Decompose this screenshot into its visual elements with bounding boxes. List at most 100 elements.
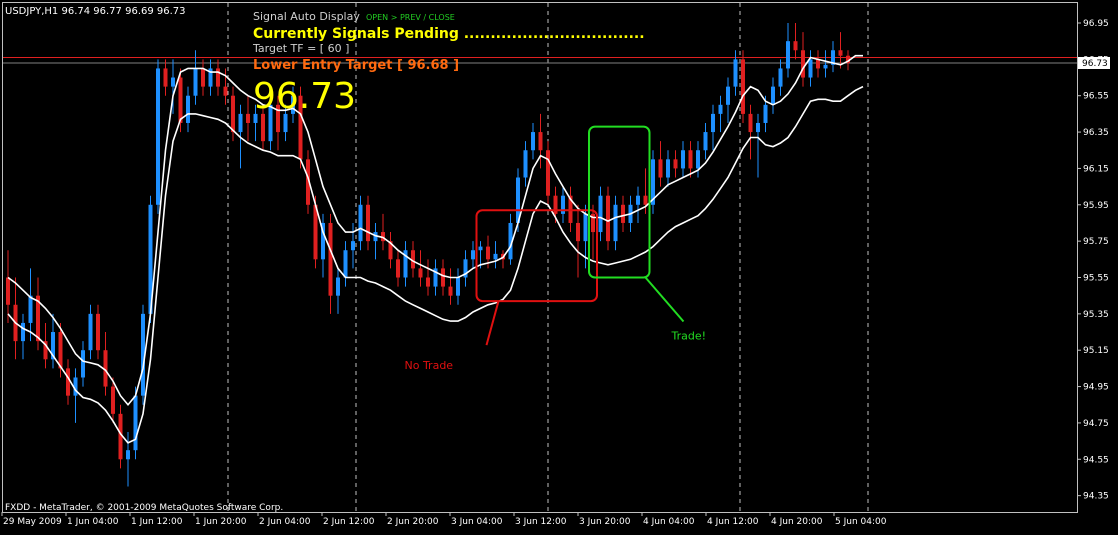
upper-band (7, 54, 863, 406)
candle-body (36, 295, 40, 342)
candle-body (366, 204, 370, 242)
candle (538, 113, 543, 169)
candle-body (208, 68, 213, 87)
candle-body (486, 246, 490, 260)
candle-body (261, 113, 265, 142)
candle (598, 186, 603, 242)
current-price-label: 96.73 (1082, 59, 1108, 69)
candle-body (583, 213, 588, 242)
candle (186, 86, 190, 133)
no-trade-pointer (485, 300, 500, 346)
no-trade-box (475, 209, 598, 303)
candle-body (171, 77, 175, 87)
candle (268, 95, 273, 151)
candle (718, 95, 723, 133)
x-tick-label: 2 Jun 04:00 (259, 517, 311, 527)
candle (688, 141, 693, 178)
candle (403, 241, 408, 287)
candle-body (28, 295, 33, 323)
candle-body (793, 41, 798, 51)
candle-body (426, 277, 430, 287)
y-tick-label: 96.15 (1083, 164, 1109, 174)
candle-body (156, 68, 160, 205)
candle-body (148, 204, 153, 314)
candle (471, 241, 475, 269)
candle (96, 304, 100, 360)
candle-body (403, 250, 408, 278)
candle (381, 213, 385, 251)
candle (523, 141, 528, 187)
candle-body (771, 86, 775, 105)
candle (58, 322, 63, 378)
candle (561, 186, 565, 223)
candle-body (178, 77, 183, 123)
candle (6, 250, 10, 323)
symbol-header: USDJPY,H1 96.74 96.77 96.69 96.73 (5, 6, 186, 17)
candle-body (598, 195, 603, 233)
x-tick-label: 3 Jun 04:00 (451, 517, 503, 527)
lower-entry-text: Lower Entry Target [ 96.68 ] (253, 58, 459, 73)
candle (606, 186, 610, 251)
candle-body (786, 41, 790, 69)
candle-body (126, 450, 130, 460)
candle-body (73, 377, 78, 396)
candle-body (193, 68, 198, 96)
candle (328, 213, 333, 314)
candle-body (111, 386, 115, 414)
candle-body (696, 150, 700, 169)
candle (73, 368, 78, 423)
candle-body (231, 95, 235, 133)
no-trade-label: No Trade (405, 359, 454, 372)
candle (546, 141, 550, 205)
candle-body (291, 95, 295, 114)
candle (223, 68, 228, 105)
x-tick-label: 3 Jun 12:00 (515, 517, 567, 527)
candle-body (613, 204, 618, 242)
candle-body (238, 113, 243, 133)
candle (321, 213, 325, 278)
candle-body (88, 313, 93, 351)
candle-body (306, 159, 310, 205)
y-tick-label: 96.55 (1083, 92, 1109, 102)
candle-body (216, 68, 220, 87)
candle (396, 250, 400, 287)
y-tick-label: 94.55 (1083, 455, 1109, 465)
candle (531, 122, 535, 160)
candle-body (471, 250, 475, 260)
candle-body (666, 159, 670, 178)
candle-body (43, 341, 48, 360)
candle-body (658, 159, 663, 178)
x-tick-label: 29 May 2009 (3, 517, 62, 527)
candle (51, 313, 55, 369)
candle (733, 50, 738, 96)
candle-body (246, 113, 250, 123)
candle (126, 432, 130, 487)
candle-body (831, 50, 835, 65)
candle (291, 86, 295, 123)
candle-body (688, 150, 693, 169)
candle (103, 332, 108, 396)
candle-body (51, 332, 55, 360)
candle-body (778, 68, 783, 87)
candle (231, 86, 235, 142)
candle (253, 104, 258, 142)
candle-body (441, 268, 445, 287)
candle-body (718, 104, 723, 114)
candle-body (396, 259, 400, 278)
price-lines (3, 57, 1077, 64)
candle (778, 59, 783, 96)
candle (493, 241, 498, 269)
candle (336, 268, 340, 314)
candle-body (741, 59, 745, 114)
candle (576, 204, 580, 278)
candle-body (336, 277, 340, 296)
candle-body (448, 286, 453, 296)
candle (411, 241, 415, 278)
signal-nav-buttons[interactable]: OPEN > PREV / CLOSE (366, 13, 455, 22)
x-tick-label: 4 Jun 20:00 (771, 517, 823, 527)
candle-body (298, 95, 303, 160)
x-tick-label: 1 Jun 20:00 (195, 517, 247, 527)
candle-body (411, 250, 415, 269)
